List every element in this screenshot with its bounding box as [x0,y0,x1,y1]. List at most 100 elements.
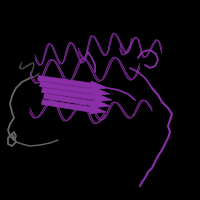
Polygon shape [81,55,82,58]
Polygon shape [30,76,31,77]
Polygon shape [20,64,21,66]
Polygon shape [68,81,69,82]
Polygon shape [112,103,113,105]
Polygon shape [32,68,34,69]
Polygon shape [41,77,42,80]
Polygon shape [131,41,132,45]
Polygon shape [78,55,79,59]
Polygon shape [54,102,55,103]
Polygon shape [130,78,131,80]
Polygon shape [47,102,48,106]
Polygon shape [159,42,160,45]
Polygon shape [42,100,90,112]
Polygon shape [150,47,151,51]
Polygon shape [97,41,98,45]
Polygon shape [20,68,21,69]
Polygon shape [20,63,22,65]
Polygon shape [131,39,132,43]
Polygon shape [31,111,32,115]
Polygon shape [94,93,112,102]
Polygon shape [20,67,21,68]
Polygon shape [59,61,60,64]
Polygon shape [31,69,33,71]
Polygon shape [37,73,39,75]
Polygon shape [30,63,32,65]
Polygon shape [26,65,28,67]
Polygon shape [42,110,43,113]
Polygon shape [83,57,84,58]
Polygon shape [33,63,34,64]
Polygon shape [61,114,62,118]
Polygon shape [33,65,34,66]
Polygon shape [149,50,150,53]
Polygon shape [20,62,22,65]
Polygon shape [109,43,110,47]
Polygon shape [46,104,47,108]
Polygon shape [98,121,99,123]
Polygon shape [30,75,31,76]
Polygon shape [131,39,132,44]
Polygon shape [33,67,34,68]
Polygon shape [66,50,67,54]
Polygon shape [90,115,91,119]
Polygon shape [30,74,32,75]
Polygon shape [99,45,100,49]
Polygon shape [80,59,81,62]
Polygon shape [31,112,32,116]
Polygon shape [131,79,132,80]
Polygon shape [20,65,21,67]
Polygon shape [29,63,31,65]
Polygon shape [91,36,92,38]
Polygon shape [139,43,140,46]
Polygon shape [32,77,33,78]
Polygon shape [68,119,69,120]
Polygon shape [27,65,28,67]
Polygon shape [66,49,67,54]
Polygon shape [35,56,36,60]
Polygon shape [121,51,122,54]
Polygon shape [44,54,45,58]
Polygon shape [59,110,60,114]
Polygon shape [28,64,29,66]
Polygon shape [60,69,61,74]
Polygon shape [96,39,97,42]
Polygon shape [103,53,104,55]
Polygon shape [56,104,57,106]
Polygon shape [147,54,148,56]
Polygon shape [58,59,59,62]
Polygon shape [68,44,69,48]
Polygon shape [30,76,31,77]
Polygon shape [142,53,143,56]
Polygon shape [87,49,88,52]
Polygon shape [20,65,21,66]
Polygon shape [79,50,80,54]
Polygon shape [59,67,60,72]
Polygon shape [38,73,40,75]
Polygon shape [44,106,45,110]
Polygon shape [153,42,154,45]
Polygon shape [113,57,114,59]
Polygon shape [34,76,35,77]
Polygon shape [20,67,21,68]
Polygon shape [45,67,46,72]
Polygon shape [75,108,76,112]
Polygon shape [117,58,118,60]
Polygon shape [107,52,108,54]
Polygon shape [20,66,21,68]
Polygon shape [31,72,32,74]
Polygon shape [138,40,139,42]
Polygon shape [35,75,37,77]
Polygon shape [122,108,123,112]
Polygon shape [24,66,26,68]
Polygon shape [59,110,60,115]
Polygon shape [36,75,37,76]
Polygon shape [35,75,36,77]
Polygon shape [37,117,38,118]
Polygon shape [120,41,121,45]
Polygon shape [32,63,33,64]
Polygon shape [22,68,23,69]
Polygon shape [36,58,37,62]
Polygon shape [42,61,43,63]
Polygon shape [20,67,21,68]
Polygon shape [54,60,55,62]
